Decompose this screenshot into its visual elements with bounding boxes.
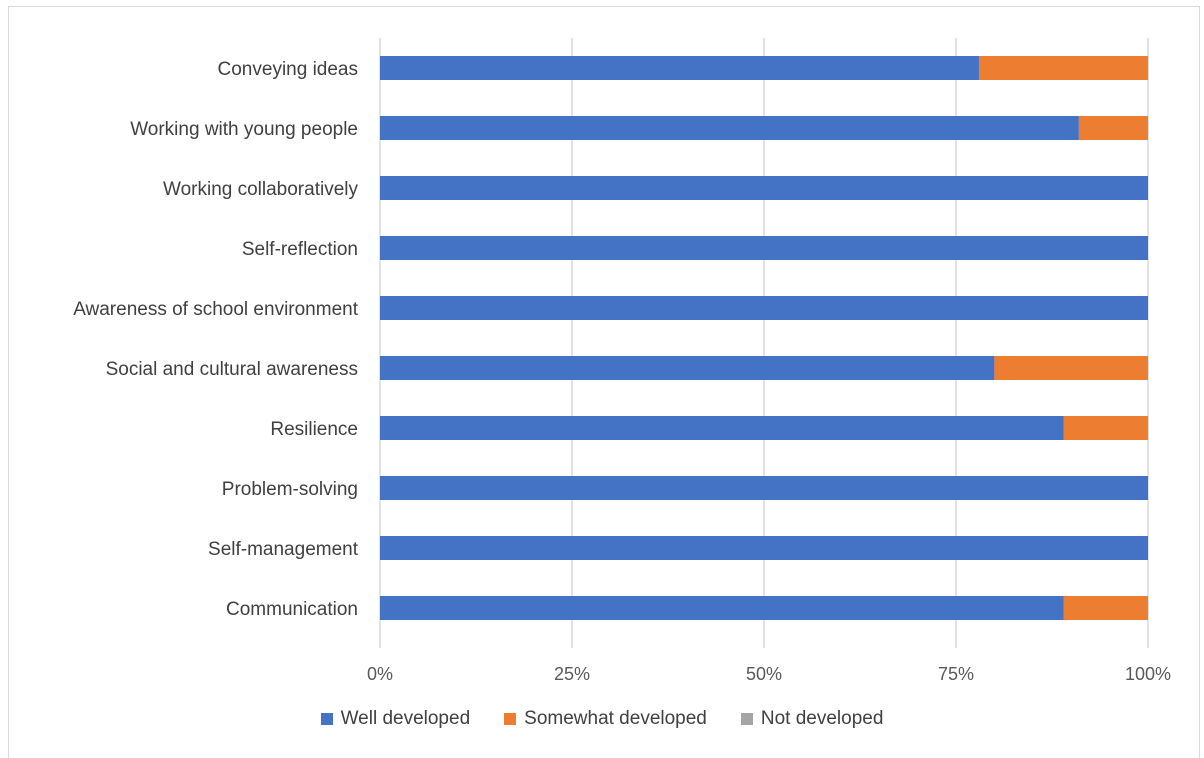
- category-label: Communication: [226, 599, 358, 620]
- bar-segment: [979, 56, 1148, 80]
- bar-segment: [380, 56, 980, 80]
- bar-segment: [380, 116, 1079, 140]
- category-label: Self-management: [208, 539, 359, 560]
- bar-segment: [1078, 116, 1148, 140]
- category-label: Conveying ideas: [218, 59, 358, 80]
- bar-segment: [380, 476, 1148, 500]
- x-tick-label: 0%: [367, 664, 393, 684]
- bar-segment: [380, 536, 1148, 560]
- legend-swatch: [740, 713, 753, 725]
- legend-label: Not developed: [760, 708, 884, 729]
- legend-swatch: [504, 713, 517, 725]
- x-tick-label: 100%: [1125, 664, 1171, 684]
- bar-segment: [994, 356, 1148, 380]
- legend-item: Well developed: [320, 708, 471, 730]
- category-label: Resilience: [270, 419, 358, 440]
- legend-swatch: [320, 713, 333, 725]
- legend-label: Well developed: [340, 708, 471, 729]
- bar-segment: [380, 356, 995, 380]
- chart-legend: Well developed Somewhat developed Not deve…: [0, 708, 1204, 730]
- x-tick-label: 25%: [554, 664, 590, 684]
- category-label: Working with young people: [130, 119, 358, 140]
- bar-segment: [380, 236, 1148, 260]
- bar-segment: [1063, 596, 1148, 620]
- x-tick-label: 50%: [746, 664, 782, 684]
- bar-segment: [380, 296, 1148, 320]
- bar-segment: [1063, 416, 1148, 440]
- legend-item: Not developed: [740, 708, 884, 730]
- category-label: Self-reflection: [242, 239, 358, 260]
- category-label: Problem-solving: [222, 479, 358, 500]
- x-tick-label: 75%: [938, 664, 974, 684]
- category-label: Working collaboratively: [163, 179, 359, 200]
- category-label: Awareness of school environment: [73, 299, 359, 320]
- legend-label: Somewhat developed: [524, 708, 707, 729]
- bar-segment: [380, 416, 1064, 440]
- category-label: Social and cultural awareness: [106, 359, 358, 380]
- bar-segment: [380, 176, 1148, 200]
- bar-segment: [380, 596, 1064, 620]
- legend-item: Somewhat developed: [504, 708, 707, 730]
- stacked-bar-chart: 0% 25% 50% 75% 100% Conveying ideas Working wi…: [73, 38, 1171, 684]
